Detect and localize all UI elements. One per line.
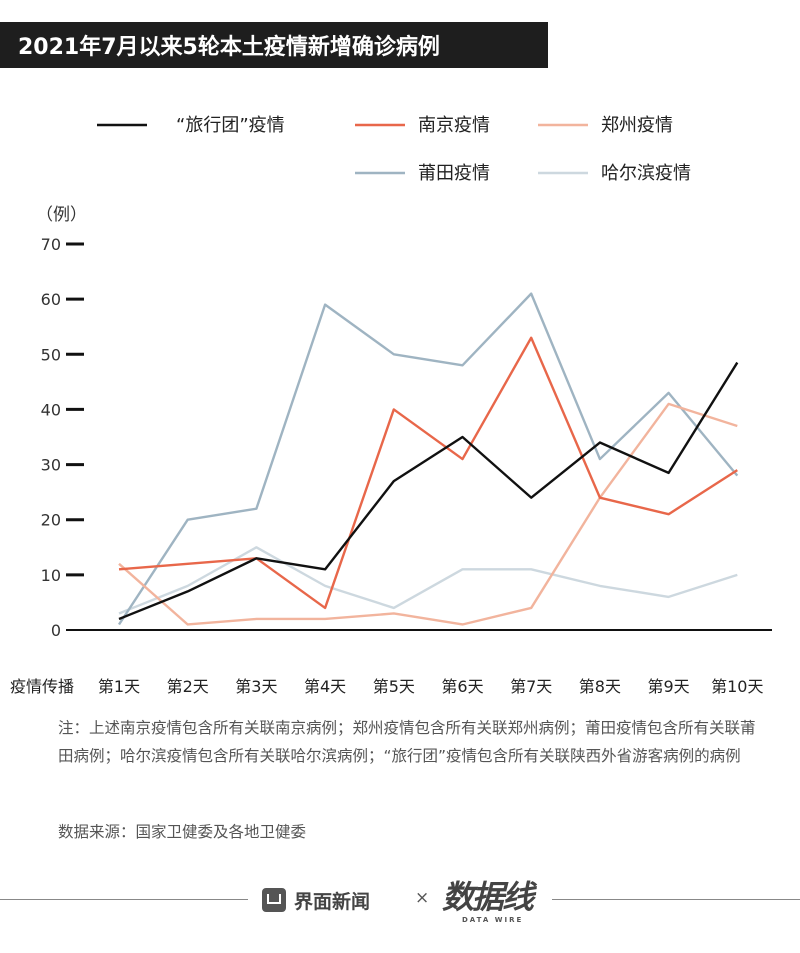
y-tick-label: 40 <box>41 400 61 419</box>
x-tick-label: 第7天 <box>510 677 552 696</box>
x-tick-label: 第9天 <box>648 677 690 696</box>
series-line-4 <box>117 292 739 626</box>
legend-label: 哈尔滨疫情 <box>601 163 691 184</box>
title-bar: 2021年7月以来5轮本土疫情新增确诊病例 <box>0 22 548 68</box>
series-line-1 <box>118 361 739 621</box>
y-tick-label: 30 <box>41 456 61 475</box>
x-axis-label: 疫情传播 <box>10 677 74 696</box>
x-tick-label: 第4天 <box>304 677 346 696</box>
x-axis: 疫情传播 第1天 第2天 第3天 第4天 第5天 第6天 第7天 第8天 第9天 第10天 <box>10 677 763 696</box>
x-tick-label: 第10天 <box>711 677 763 696</box>
datawire-logo-sub: DATA WIRE <box>462 916 524 924</box>
jiemian-logo: 界面新闻 <box>262 886 370 914</box>
y-tick-label: 0 <box>51 621 61 640</box>
x-tick-label: 第8天 <box>579 677 621 696</box>
y-axis-label: （例） <box>36 205 87 225</box>
chart-note: 注：上述南京疫情包含所有关联南京病例；郑州疫情包含所有关联郑州病例；莆田疫情包含… <box>58 719 756 765</box>
legend-label: 郑州疫情 <box>601 115 673 136</box>
series-line-5 <box>118 546 738 615</box>
x-tick-label: 第5天 <box>373 677 415 696</box>
legend-label: 莆田疫情 <box>418 163 490 184</box>
legend-label: 南京疫情 <box>418 115 490 136</box>
x-tick-label: 第2天 <box>167 677 209 696</box>
y-tick-label: 20 <box>41 511 61 530</box>
footer-line-left <box>0 899 248 900</box>
y-tick-label: 50 <box>41 345 61 364</box>
series-line-3 <box>118 402 738 626</box>
legend-label: “旅行团”疫情 <box>176 115 285 136</box>
data-source: 数据来源：国家卫健委及各地卫健委 <box>58 823 307 841</box>
x-tick-label: 第1天 <box>98 677 140 696</box>
series-group <box>117 292 739 626</box>
datawire-logo: 数据线 <box>442 878 534 916</box>
chart-title: 2021年7月以来5轮本土疫情新增确诊病例 <box>18 35 440 60</box>
jiemian-icon <box>262 888 286 912</box>
y-tick-label: 10 <box>41 566 61 585</box>
x-tick-label: 第3天 <box>235 677 277 696</box>
y-axis: 0 10 20 30 40 50 60 70 <box>41 235 84 640</box>
footer-line-right <box>552 899 800 900</box>
times-symbol: × <box>415 888 430 908</box>
y-tick-label: 70 <box>41 235 61 254</box>
y-tick-label: 60 <box>41 290 61 309</box>
x-tick-label: 第6天 <box>441 677 483 696</box>
brand-name: 界面新闻 <box>294 890 371 913</box>
series-line-2 <box>118 336 738 610</box>
